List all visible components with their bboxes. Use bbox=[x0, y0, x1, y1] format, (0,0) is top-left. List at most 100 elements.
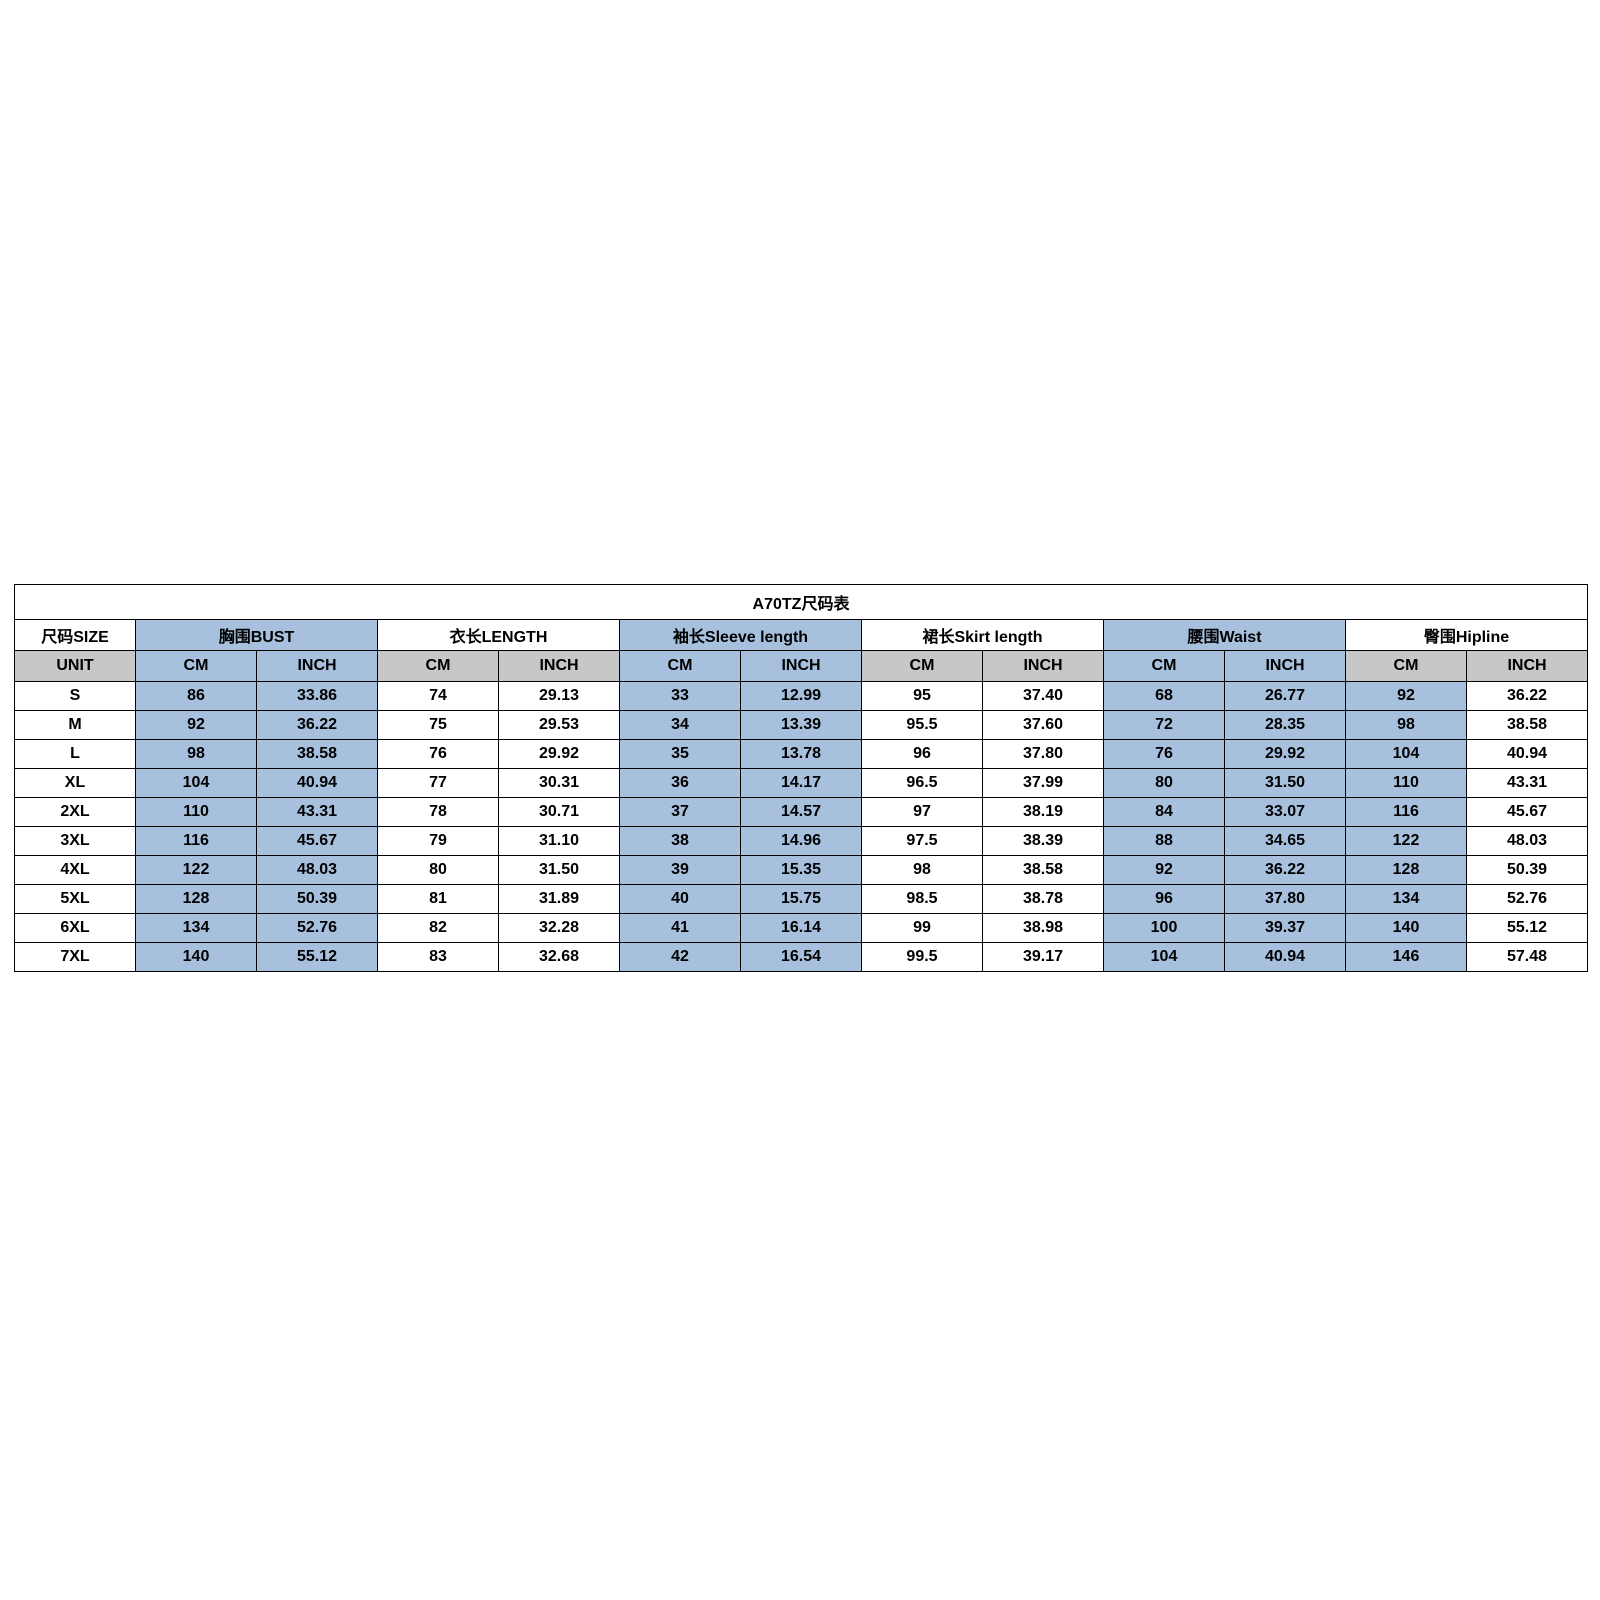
size-cell: M bbox=[15, 711, 136, 740]
value-cell: 40.94 bbox=[257, 769, 378, 798]
value-cell: 122 bbox=[1346, 827, 1467, 856]
table-row: S8633.867429.133312.999537.406826.779236… bbox=[15, 682, 1588, 711]
value-cell: 40.94 bbox=[1467, 740, 1588, 769]
value-cell: 104 bbox=[1104, 943, 1225, 972]
size-chart-table: A70TZ尺码表尺码SIZE胸围BUST衣长LENGTH袖长Sleeve len… bbox=[14, 584, 1588, 972]
unit-inch: INCH bbox=[499, 651, 620, 682]
value-cell: 15.75 bbox=[741, 885, 862, 914]
value-cell: 37 bbox=[620, 798, 741, 827]
value-cell: 29.13 bbox=[499, 682, 620, 711]
unit-inch: INCH bbox=[1225, 651, 1346, 682]
value-cell: 12.99 bbox=[741, 682, 862, 711]
unit-header: UNIT bbox=[15, 651, 136, 682]
value-cell: 128 bbox=[1346, 856, 1467, 885]
value-cell: 39.37 bbox=[1225, 914, 1346, 943]
value-cell: 34.65 bbox=[1225, 827, 1346, 856]
size-cell: L bbox=[15, 740, 136, 769]
value-cell: 140 bbox=[1346, 914, 1467, 943]
value-cell: 16.14 bbox=[741, 914, 862, 943]
value-cell: 13.78 bbox=[741, 740, 862, 769]
value-cell: 55.12 bbox=[257, 943, 378, 972]
value-cell: 30.31 bbox=[499, 769, 620, 798]
value-cell: 15.35 bbox=[741, 856, 862, 885]
value-cell: 82 bbox=[378, 914, 499, 943]
unit-cm: CM bbox=[1104, 651, 1225, 682]
size-cell: 4XL bbox=[15, 856, 136, 885]
value-cell: 52.76 bbox=[1467, 885, 1588, 914]
value-cell: 34 bbox=[620, 711, 741, 740]
value-cell: 75 bbox=[378, 711, 499, 740]
value-cell: 98 bbox=[1346, 711, 1467, 740]
value-cell: 76 bbox=[378, 740, 499, 769]
size-cell: 2XL bbox=[15, 798, 136, 827]
value-cell: 88 bbox=[1104, 827, 1225, 856]
measure-header: 臀围Hipline bbox=[1346, 620, 1588, 651]
value-cell: 86 bbox=[136, 682, 257, 711]
value-cell: 80 bbox=[378, 856, 499, 885]
size-cell: S bbox=[15, 682, 136, 711]
value-cell: 37.80 bbox=[1225, 885, 1346, 914]
value-cell: 134 bbox=[1346, 885, 1467, 914]
value-cell: 38.58 bbox=[1467, 711, 1588, 740]
value-cell: 16.54 bbox=[741, 943, 862, 972]
value-cell: 38 bbox=[620, 827, 741, 856]
value-cell: 95.5 bbox=[862, 711, 983, 740]
value-cell: 140 bbox=[136, 943, 257, 972]
value-cell: 122 bbox=[136, 856, 257, 885]
value-cell: 38.39 bbox=[983, 827, 1104, 856]
value-cell: 29.92 bbox=[1225, 740, 1346, 769]
value-cell: 97.5 bbox=[862, 827, 983, 856]
value-cell: 104 bbox=[1346, 740, 1467, 769]
unit-cm: CM bbox=[378, 651, 499, 682]
value-cell: 38.78 bbox=[983, 885, 1104, 914]
unit-inch: INCH bbox=[257, 651, 378, 682]
value-cell: 92 bbox=[1104, 856, 1225, 885]
value-cell: 98.5 bbox=[862, 885, 983, 914]
value-cell: 38.98 bbox=[983, 914, 1104, 943]
value-cell: 13.39 bbox=[741, 711, 862, 740]
size-cell: 6XL bbox=[15, 914, 136, 943]
value-cell: 36.22 bbox=[257, 711, 378, 740]
value-cell: 33 bbox=[620, 682, 741, 711]
size-cell: 3XL bbox=[15, 827, 136, 856]
value-cell: 39 bbox=[620, 856, 741, 885]
measure-header: 衣长LENGTH bbox=[378, 620, 620, 651]
value-cell: 45.67 bbox=[257, 827, 378, 856]
unit-inch: INCH bbox=[741, 651, 862, 682]
value-cell: 14.57 bbox=[741, 798, 862, 827]
unit-cm: CM bbox=[862, 651, 983, 682]
value-cell: 31.50 bbox=[499, 856, 620, 885]
value-cell: 28.35 bbox=[1225, 711, 1346, 740]
value-cell: 29.53 bbox=[499, 711, 620, 740]
value-cell: 92 bbox=[136, 711, 257, 740]
value-cell: 50.39 bbox=[1467, 856, 1588, 885]
value-cell: 41 bbox=[620, 914, 741, 943]
value-cell: 43.31 bbox=[257, 798, 378, 827]
value-cell: 33.86 bbox=[257, 682, 378, 711]
value-cell: 38.19 bbox=[983, 798, 1104, 827]
unit-cm: CM bbox=[136, 651, 257, 682]
value-cell: 36 bbox=[620, 769, 741, 798]
value-cell: 43.31 bbox=[1467, 769, 1588, 798]
table-row: 5XL12850.398131.894015.7598.538.789637.8… bbox=[15, 885, 1588, 914]
value-cell: 31.10 bbox=[499, 827, 620, 856]
value-cell: 32.68 bbox=[499, 943, 620, 972]
value-cell: 38.58 bbox=[983, 856, 1104, 885]
value-cell: 78 bbox=[378, 798, 499, 827]
value-cell: 146 bbox=[1346, 943, 1467, 972]
value-cell: 134 bbox=[136, 914, 257, 943]
value-cell: 76 bbox=[1104, 740, 1225, 769]
value-cell: 110 bbox=[1346, 769, 1467, 798]
value-cell: 98 bbox=[862, 856, 983, 885]
value-cell: 81 bbox=[378, 885, 499, 914]
size-cell: 7XL bbox=[15, 943, 136, 972]
value-cell: 38.58 bbox=[257, 740, 378, 769]
value-cell: 96.5 bbox=[862, 769, 983, 798]
unit-inch: INCH bbox=[1467, 651, 1588, 682]
value-cell: 96 bbox=[862, 740, 983, 769]
table-row: M9236.227529.533413.3995.537.607228.3598… bbox=[15, 711, 1588, 740]
measure-header: 胸围BUST bbox=[136, 620, 378, 651]
value-cell: 116 bbox=[136, 827, 257, 856]
value-cell: 48.03 bbox=[257, 856, 378, 885]
value-cell: 40.94 bbox=[1225, 943, 1346, 972]
